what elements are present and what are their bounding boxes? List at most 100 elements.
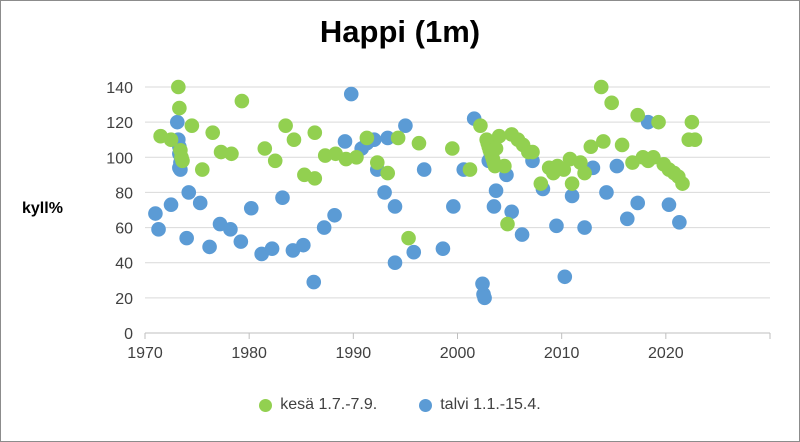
- legend-label-kesa: kesä 1.7.-7.9.: [280, 396, 378, 413]
- data-point-kesa: [184, 118, 200, 133]
- data-point-talvi: [387, 255, 403, 271]
- data-point-kesa: [497, 158, 512, 174]
- data-point-kesa: [556, 162, 572, 177]
- data-point-talvi: [192, 195, 208, 211]
- data-point-talvi: [343, 86, 359, 102]
- data-point-kesa: [462, 162, 478, 177]
- data-point-talvi: [275, 190, 290, 205]
- data-point-kesa: [596, 134, 611, 149]
- data-point-talvi: [477, 290, 492, 306]
- data-point-talvi: [202, 239, 217, 255]
- legend-item-talvi: talvi 1.1.-15.4.: [419, 396, 541, 414]
- data-point-talvi: [619, 211, 635, 227]
- data-point-talvi: [446, 199, 461, 214]
- data-point-kesa: [630, 107, 646, 123]
- y-axis-label: kyll%: [22, 200, 63, 217]
- data-point-talvi: [557, 269, 573, 285]
- y-tick-label: 0: [124, 326, 133, 343]
- data-point-kesa: [380, 165, 396, 181]
- data-point-talvi: [387, 199, 403, 214]
- data-point-talvi: [179, 230, 194, 246]
- data-point-talvi: [435, 241, 451, 256]
- legend-label-talvi: talvi 1.1.-15.4.: [440, 396, 541, 413]
- data-point-kesa: [171, 79, 186, 95]
- data-point-talvi: [243, 200, 259, 216]
- data-point-talvi: [233, 234, 249, 249]
- x-tick-label: 1990: [336, 345, 372, 362]
- data-point-talvi: [416, 162, 432, 177]
- y-tick-label: 80: [115, 185, 133, 202]
- data-point-talvi: [504, 204, 519, 220]
- data-point-kesa: [687, 132, 703, 148]
- data-point-kesa: [359, 130, 375, 146]
- data-point-talvi: [181, 185, 197, 200]
- data-point-kesa: [267, 153, 283, 169]
- data-point-talvi: [672, 215, 687, 230]
- data-point-kesa: [401, 230, 416, 246]
- y-tick-label: 100: [106, 150, 133, 167]
- data-point-kesa: [525, 144, 540, 160]
- data-point-talvi: [380, 130, 396, 146]
- chart-title: Happi (1m): [319, 14, 481, 49]
- data-point-talvi: [264, 241, 280, 256]
- legend-item-kesa: kesä 1.7.-7.9.: [259, 396, 377, 414]
- data-point-kesa: [194, 162, 210, 177]
- y-tick-label: 20: [115, 291, 133, 308]
- data-point-kesa: [651, 114, 666, 130]
- data-point-kesa: [369, 155, 385, 170]
- y-tick-label: 40: [115, 256, 133, 273]
- data-point-kesa: [175, 153, 190, 169]
- data-point-talvi: [564, 188, 580, 204]
- x-tick-label: 1980: [231, 345, 267, 362]
- data-point-kesa: [500, 216, 515, 232]
- data-point-kesa: [411, 135, 427, 151]
- data-point-talvi: [609, 158, 625, 174]
- y-tick-label: 60: [115, 221, 133, 238]
- data-point-kesa: [604, 95, 619, 111]
- y-tick-label: 120: [106, 115, 133, 132]
- data-point-kesa: [278, 118, 293, 133]
- legend-marker-talvi: [419, 398, 433, 412]
- data-point-talvi: [514, 227, 530, 242]
- data-point-kesa: [205, 125, 221, 140]
- data-point-talvi: [640, 114, 656, 130]
- data-point-talvi: [377, 185, 392, 200]
- data-point-kesa: [163, 132, 179, 148]
- data-point-kesa: [646, 149, 661, 165]
- data-point-talvi: [223, 222, 238, 237]
- data-point-kesa: [234, 93, 250, 109]
- data-point-kesa: [564, 176, 580, 191]
- x-tick-label: 2020: [648, 345, 684, 362]
- data-point-talvi: [316, 220, 332, 235]
- x-tick-label: 2000: [440, 345, 476, 362]
- data-point-kesa: [614, 137, 630, 153]
- data-point-talvi: [599, 185, 614, 200]
- data-point-talvi: [151, 222, 166, 237]
- data-point-talvi: [661, 197, 677, 213]
- data-point-talvi: [306, 274, 322, 290]
- data-point-kesa: [307, 171, 323, 186]
- data-point-talvi: [398, 118, 413, 133]
- data-point-talvi: [577, 220, 592, 235]
- data-point-kesa: [172, 100, 187, 116]
- data-point-talvi: [406, 244, 422, 260]
- data-point-talvi: [169, 114, 185, 130]
- data-point-talvi: [148, 206, 163, 221]
- data-point-talvi: [486, 199, 502, 214]
- data-point-kesa: [349, 149, 364, 165]
- data-point-kesa: [533, 176, 549, 191]
- x-tick-label: 1970: [127, 345, 163, 362]
- legend-marker-kesa: [259, 398, 273, 412]
- data-point-kesa: [390, 130, 406, 146]
- data-point-kesa: [444, 141, 460, 156]
- data-point-kesa: [488, 141, 504, 156]
- data-point-kesa: [307, 125, 323, 140]
- data-point-kesa: [224, 146, 239, 162]
- data-point-talvi: [630, 195, 646, 211]
- data-point-kesa: [593, 79, 609, 95]
- data-point-talvi: [163, 197, 179, 213]
- data-point-kesa: [286, 132, 302, 148]
- data-point-kesa: [577, 165, 592, 181]
